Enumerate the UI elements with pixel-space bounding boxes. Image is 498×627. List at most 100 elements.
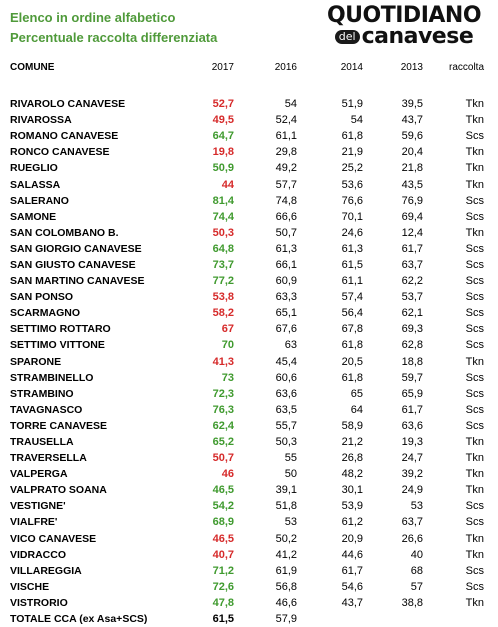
value-2016-cell: 57,9	[275, 613, 297, 626]
table-row: SCARMAGNO 58,2 65,1 56,4 62,1 Scs	[10, 305, 484, 321]
table-row: VIDRACCO 40,7 41,2 44,6 40 Tkn	[10, 547, 484, 563]
value-2016-cell: 45,4	[275, 355, 297, 368]
newspaper-logo: QUOTIDIANO del canavese	[324, 4, 484, 50]
raccolta-cell: Scs	[465, 516, 484, 529]
value-2013-cell: 53,7	[401, 291, 423, 304]
comune-cell: SALERANO	[10, 194, 69, 207]
recycling-table: COMUNE 2017 2016 2014 2013 raccolta RIVA…	[10, 62, 484, 627]
value-2013-cell: 61,7	[401, 403, 423, 416]
table-row: TRAUSELLA 65,2 50,3 21,2 19,3 Tkn	[10, 434, 484, 450]
comune-cell: SAN GIORGIO CANAVESE	[10, 242, 142, 255]
raccolta-cell: Scs	[465, 242, 484, 255]
raccolta-cell: Scs	[465, 564, 484, 577]
value-2013-cell: 59,6	[401, 130, 423, 143]
value-2017-cell: 41,3	[212, 355, 234, 368]
value-2016-cell: 61,1	[275, 130, 297, 143]
table-row: RIVAROLO CANAVESE 52,7 54 51,9 39,5 Tkn	[10, 96, 484, 112]
table-row: SAN MARTINO CANAVESE 77,2 60,9 61,1 62,2 Scs	[10, 273, 484, 289]
raccolta-cell: Tkn	[465, 484, 484, 497]
title-line-2: Percentuale raccolta differenziata	[10, 30, 218, 45]
raccolta-cell: Tkn	[465, 596, 484, 609]
comune-cell: VALPRATO SOANA	[10, 484, 107, 497]
table-header-row: COMUNE 2017 2016 2014 2013 raccolta	[10, 62, 484, 78]
raccolta-cell: Scs	[465, 210, 484, 223]
value-2017-cell: 46,5	[212, 484, 234, 497]
raccolta-cell: Scs	[465, 307, 484, 320]
value-2014-cell: 61,2	[341, 516, 363, 529]
comune-cell: STRAMBINO	[10, 387, 74, 400]
raccolta-cell: Scs	[465, 258, 484, 271]
raccolta-cell: Scs	[465, 500, 484, 513]
value-2013-cell: 62,2	[401, 275, 423, 288]
table-row: SALERANO 81,4 74,8 76,6 76,9 Scs	[10, 193, 484, 209]
value-2013-cell: 63,7	[401, 258, 423, 271]
raccolta-cell: Tkn	[465, 98, 484, 111]
value-2016-cell: 50	[284, 468, 297, 481]
comune-cell: RUEGLIO	[10, 162, 58, 175]
value-2013-cell: 12,4	[401, 226, 423, 239]
value-2014-cell: 61,3	[341, 242, 363, 255]
value-2014-cell: 26,8	[341, 452, 363, 465]
value-2013-cell: 61,7	[401, 242, 423, 255]
value-2014-cell: 44,6	[341, 548, 363, 561]
value-2014-cell: 24,6	[341, 226, 363, 239]
comune-cell: SETTIMO ROTTARO	[10, 323, 111, 336]
value-2017-cell: 50,7	[212, 452, 234, 465]
value-2014-cell: 30,1	[341, 484, 363, 497]
value-2014-cell: 61,1	[341, 275, 363, 288]
raccolta-cell: Scs	[465, 339, 484, 352]
col-header-comune: COMUNE	[10, 62, 55, 73]
value-2014-cell: 65	[350, 387, 363, 400]
value-2016-cell: 65,1	[275, 307, 297, 320]
value-2014-cell: 61,5	[341, 258, 363, 271]
value-2013-cell: 76,9	[401, 194, 423, 207]
value-2014-cell: 57,4	[341, 291, 363, 304]
value-2017-cell: 50,3	[212, 226, 234, 239]
table-row: SAN COLOMBANO B. 50,3 50,7 24,6 12,4 Tkn	[10, 225, 484, 241]
value-2013-cell	[363, 611, 423, 627]
comune-cell: TORRE CANAVESE	[10, 419, 108, 432]
value-2017-cell: 65,2	[212, 436, 234, 449]
table-row: SETTIMO ROTTARO 67 67,6 67,8 69,3 Scs	[10, 321, 484, 337]
value-2014-cell: 67,8	[341, 323, 363, 336]
raccolta-cell: Tkn	[465, 226, 484, 239]
value-2016-cell: 46,6	[275, 596, 297, 609]
table-row: VISTRORIO 47,8 46,6 43,7 38,8 Tkn	[10, 595, 484, 611]
value-2016-cell: 63,3	[275, 291, 297, 304]
value-2016-cell: 55,7	[275, 419, 297, 432]
value-2017-cell: 50,9	[212, 162, 234, 175]
value-2013-cell: 38,8	[401, 596, 423, 609]
comune-cell: VIALFRE'	[10, 516, 58, 529]
value-2014-cell: 51,9	[341, 98, 363, 111]
value-2013-cell: 59,7	[401, 371, 423, 384]
value-2016-cell: 56,8	[275, 580, 297, 593]
value-2016-cell: 63	[284, 339, 297, 352]
comune-cell: SAN MARTINO CANAVESE	[10, 275, 145, 288]
value-2017-cell: 67	[221, 323, 234, 336]
col-header-2016: 2016	[274, 62, 297, 73]
value-2016-cell: 66,6	[275, 210, 297, 223]
value-2017-cell: 62,4	[212, 419, 234, 432]
value-2013-cell: 43,5	[401, 178, 423, 191]
logo-bottom-word: canavese	[361, 24, 474, 49]
value-2014-cell: 53,9	[341, 500, 363, 513]
value-2016-cell: 61,3	[275, 242, 297, 255]
value-2016-cell: 49,2	[275, 162, 297, 175]
value-2013-cell: 20,4	[401, 146, 423, 159]
value-2017-cell: 49,5	[212, 114, 234, 127]
value-2013-cell: 43,7	[401, 114, 423, 127]
value-2017-cell: 46,5	[212, 532, 234, 545]
value-2017-cell: 74,4	[212, 210, 234, 223]
comune-cell: SAN COLOMBANO B.	[10, 226, 119, 239]
value-2017-cell: 81,4	[212, 194, 234, 207]
value-2013-cell: 62,8	[401, 339, 423, 352]
raccolta-cell: Tkn	[465, 548, 484, 561]
value-2017-cell: 76,3	[212, 403, 234, 416]
table-row: ROMANO CANAVESE 64,7 61,1 61,8 59,6 Scs	[10, 128, 484, 144]
value-2013-cell: 63,6	[401, 419, 423, 432]
value-2014-cell: 61,8	[341, 371, 363, 384]
comune-cell: RIVAROSSA	[10, 114, 72, 127]
raccolta-cell: Scs	[465, 275, 484, 288]
value-2017-cell: 19,8	[212, 146, 234, 159]
comune-cell: VILLAREGGIA	[10, 564, 82, 577]
